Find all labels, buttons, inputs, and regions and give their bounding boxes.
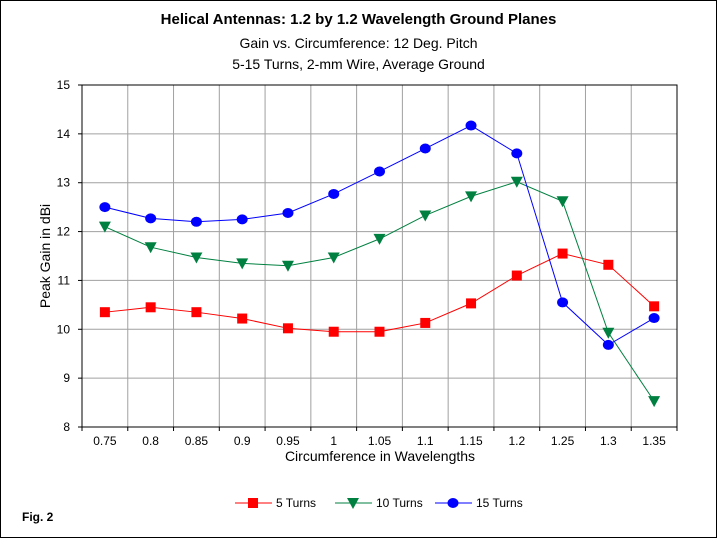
y-tick-label: 9 <box>63 371 70 385</box>
data-point-5-turns <box>99 307 110 318</box>
y-tick-label: 10 <box>57 322 71 336</box>
data-point-15-turns <box>374 166 385 177</box>
data-point-5-turns <box>237 313 248 324</box>
x-tick-label: 0.95 <box>276 434 300 448</box>
x-tick-label: 1.25 <box>551 434 575 448</box>
legend-label: 5 Turns <box>276 496 316 510</box>
y-axis-label: Peak Gain in dBi <box>37 204 53 308</box>
legend-item-10-turns: 10 Turns <box>335 496 423 510</box>
legend-label: 15 Turns <box>476 496 523 510</box>
x-tick-label: 0.8 <box>142 434 159 448</box>
chart-subtitle-2: 5-15 Turns, 2-mm Wire, Average Ground <box>232 56 485 72</box>
legend-marker <box>347 498 359 509</box>
x-tick-label: 0.9 <box>234 434 251 448</box>
chart-title: Helical Antennas: 1.2 by 1.2 Wavelength … <box>160 11 557 28</box>
x-tick-label: 1.15 <box>459 434 483 448</box>
data-point-10-turns <box>556 196 569 208</box>
y-tick-label: 14 <box>57 127 71 141</box>
x-axis-label: Circumference in Wavelengths <box>285 448 475 464</box>
data-point-10-turns <box>419 210 432 222</box>
data-point-15-turns <box>557 297 569 308</box>
legend-marker <box>447 498 459 508</box>
y-tick-label: 13 <box>57 176 71 190</box>
data-point-15-turns <box>465 120 477 131</box>
data-point-15-turns <box>648 313 660 324</box>
legend-label: 10 Turns <box>376 496 423 510</box>
data-point-15-turns <box>511 148 523 159</box>
chart-subtitle-1: Gain vs. Circumference: 12 Deg. Pitch <box>239 35 478 51</box>
x-tick-label: 1.3 <box>600 434 617 448</box>
series-line-10-turns <box>104 181 655 402</box>
data-point-15-turns <box>328 188 340 199</box>
plot-area-border <box>81 84 678 428</box>
y-tick-label: 12 <box>57 225 71 239</box>
data-point-5-turns <box>603 259 614 270</box>
data-point-15-turns <box>145 213 157 224</box>
x-tick-label: 0.85 <box>185 434 209 448</box>
data-point-5-turns <box>649 301 660 312</box>
data-point-10-turns <box>373 233 386 245</box>
figure-label: Fig. 2 <box>22 510 54 524</box>
x-tick-label: 0.75 <box>93 434 117 448</box>
data-point-10-turns <box>98 221 111 233</box>
series-line-5-turns <box>104 253 655 333</box>
x-tick-label: 1.2 <box>508 434 525 448</box>
data-point-5-turns <box>374 326 385 337</box>
x-tick-label: 1.35 <box>642 434 666 448</box>
data-point-10-turns <box>281 260 294 272</box>
data-point-15-turns <box>282 208 294 219</box>
data-point-5-turns <box>282 323 293 334</box>
series-group <box>98 120 661 408</box>
y-tick-label: 11 <box>58 273 71 287</box>
data-point-5-turns <box>466 298 477 309</box>
series-10-turns <box>98 176 661 408</box>
data-point-10-turns <box>648 396 661 408</box>
series-15-turns <box>99 120 660 350</box>
data-point-10-turns <box>327 252 340 264</box>
data-point-5-turns <box>145 302 156 313</box>
x-tick-label: 1 <box>330 434 337 448</box>
legend-marker <box>248 498 258 508</box>
data-point-10-turns <box>190 252 203 264</box>
data-point-15-turns <box>236 214 248 225</box>
data-point-15-turns <box>602 339 614 350</box>
data-point-5-turns <box>328 326 339 337</box>
data-point-5-turns <box>557 248 568 259</box>
data-point-15-turns <box>99 202 111 213</box>
series-5-turns <box>99 248 660 337</box>
data-point-5-turns <box>191 307 202 318</box>
data-point-5-turns <box>511 270 522 281</box>
legend: 5 Turns 10 Turns 15 Turns <box>235 496 523 510</box>
data-point-10-turns <box>510 176 523 188</box>
data-point-10-turns <box>465 191 478 203</box>
data-point-10-turns <box>144 242 157 254</box>
y-axis-ticks: 8 9 10 11 12 13 14 15 <box>57 78 82 434</box>
x-axis-ticks: 0.75 0.8 0.85 0.9 0.95 1 1.05 1.1 1.15 1.2 1.25 1.3… <box>81 427 678 448</box>
data-point-10-turns <box>602 327 615 339</box>
grid-lines <box>82 85 677 427</box>
data-point-15-turns <box>190 216 202 227</box>
data-point-15-turns <box>419 143 431 154</box>
y-tick-label: 8 <box>63 420 70 434</box>
data-point-10-turns <box>236 258 249 270</box>
x-tick-label: 1.1 <box>417 434 434 448</box>
legend-item-5-turns: 5 Turns <box>235 496 316 510</box>
y-tick-label: 15 <box>57 78 71 92</box>
legend-item-15-turns: 15 Turns <box>435 496 523 510</box>
x-tick-label: 1.05 <box>368 434 392 448</box>
data-point-5-turns <box>420 317 431 328</box>
